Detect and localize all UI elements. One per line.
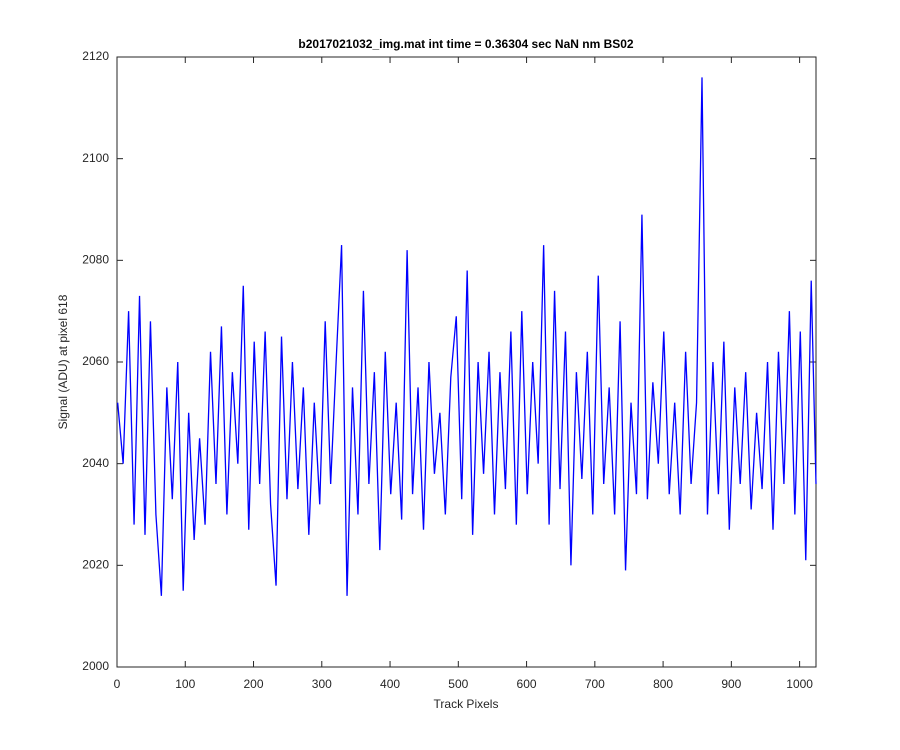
x-tick-label: 500: [448, 677, 468, 691]
x-tick-label: 0: [114, 677, 121, 691]
x-tick-label: 200: [244, 677, 264, 691]
y-tick-label: 2100: [82, 151, 109, 165]
x-tick-label: 900: [721, 677, 741, 691]
chart-title: b2017021032_img.mat int time = 0.36304 s…: [298, 37, 634, 51]
x-tick-label: 400: [380, 677, 400, 691]
plot-box: [116, 56, 817, 668]
x-tick-label: 1000: [786, 677, 813, 691]
x-tick-label: 100: [175, 677, 195, 691]
y-tick-label: 2040: [82, 456, 109, 470]
y-tick-label: 2020: [82, 558, 109, 572]
x-tick-label: 300: [312, 677, 332, 691]
x-axis-label: Track Pixels: [434, 697, 499, 711]
y-axis-label: Signal (ADU) at pixel 618: [56, 294, 70, 429]
x-tick-label: 700: [585, 677, 605, 691]
x-tick-label: 800: [653, 677, 673, 691]
y-tick-label: 2080: [82, 253, 109, 267]
data-line: [117, 77, 817, 596]
y-tick-label: 2060: [82, 354, 109, 368]
y-tick-label: 2120: [82, 49, 109, 63]
y-tick-label: 2000: [82, 659, 109, 673]
x-tick-label: 600: [517, 677, 537, 691]
